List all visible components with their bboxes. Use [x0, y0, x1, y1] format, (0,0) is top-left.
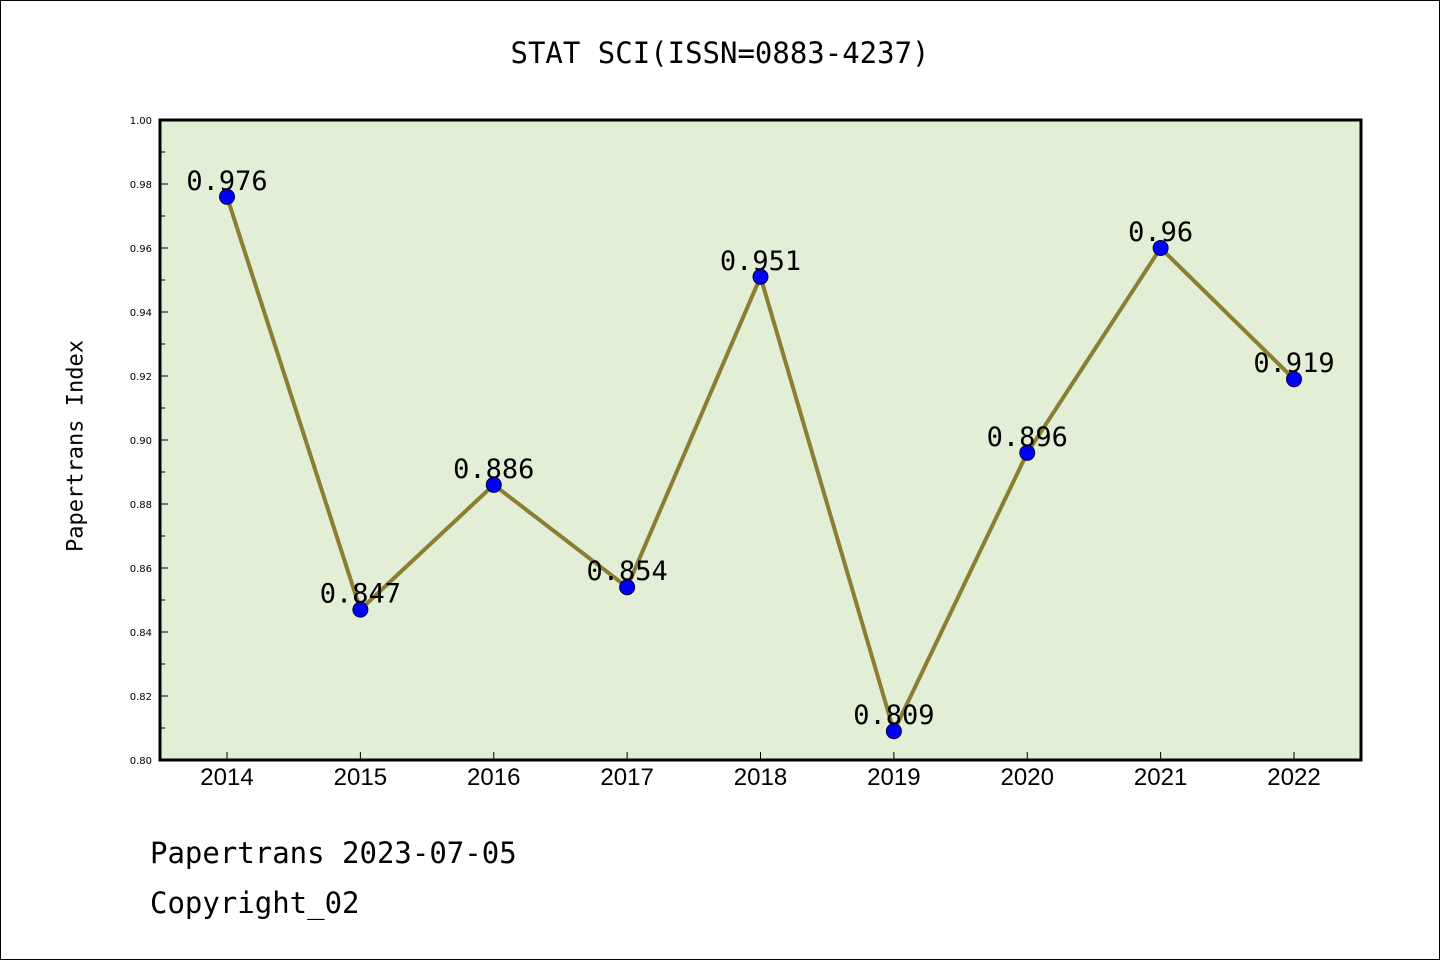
y-tick-label: 0.90	[130, 436, 152, 447]
footer-copyright: Copyright_02	[150, 886, 360, 920]
y-tick-label: 1.00	[130, 116, 152, 127]
x-tick-label: 2017	[600, 764, 653, 791]
data-point	[485, 476, 502, 493]
chart-title: STAT SCI(ISSN=0883-4237)	[510, 36, 930, 70]
data-label: 0.96	[1128, 217, 1193, 248]
x-tick-label: 2020	[1001, 764, 1054, 791]
y-axis: 0.80 0.82 0.84 0.86 0.88 0.90 0.92 0.94 0.96 0.98…	[130, 116, 168, 767]
series-markers	[219, 188, 1302, 740]
x-tick-label: 2021	[1134, 764, 1187, 791]
data-label: 0.896	[987, 422, 1068, 453]
data-point	[1286, 371, 1302, 388]
data-point	[219, 188, 235, 205]
x-tick-label: 2015	[334, 764, 387, 791]
footer-date: Papertrans 2023-07-05	[150, 836, 517, 870]
x-tick-label: 2022	[1267, 764, 1320, 791]
y-tick-label: 0.88	[130, 500, 152, 511]
x-tick-label: 2018	[734, 764, 787, 791]
y-tick-label: 0.94	[130, 308, 152, 319]
data-point	[1019, 444, 1036, 461]
y-tick-label: 0.98	[130, 180, 152, 191]
data-label: 0.847	[320, 579, 401, 610]
plot-area	[158, 118, 1363, 762]
data-point	[352, 601, 369, 618]
data-label: 0.886	[453, 454, 534, 485]
data-label: 0.919	[1253, 348, 1334, 379]
data-point	[885, 723, 902, 740]
y-tick-label: 0.92	[130, 372, 152, 383]
y-tick-label: 0.82	[130, 692, 152, 703]
x-tick-label: 2019	[867, 764, 920, 791]
y-tick-label: 0.84	[130, 628, 152, 639]
data-labels: 0.976 0.847 0.886 0.854 0.951 0.809 0.896 0.96 0…	[186, 166, 1334, 731]
x-tick-label: 2016	[467, 764, 520, 791]
y-tick-label: 0.96	[130, 244, 152, 255]
data-label: 0.951	[720, 246, 801, 277]
y-tick-label: 0.80	[130, 756, 152, 767]
data-point	[619, 579, 636, 596]
data-point	[1152, 240, 1169, 256]
data-label: 0.976	[186, 166, 267, 197]
data-label: 0.809	[853, 700, 934, 731]
data-label: 0.854	[586, 556, 667, 587]
x-tick-label: 2014	[200, 764, 253, 791]
data-point	[752, 268, 769, 285]
y-tick-label: 0.86	[130, 564, 152, 575]
x-axis: 2014 2015 2016 2017 2018 2019 2020 2021 2022	[200, 752, 1321, 791]
